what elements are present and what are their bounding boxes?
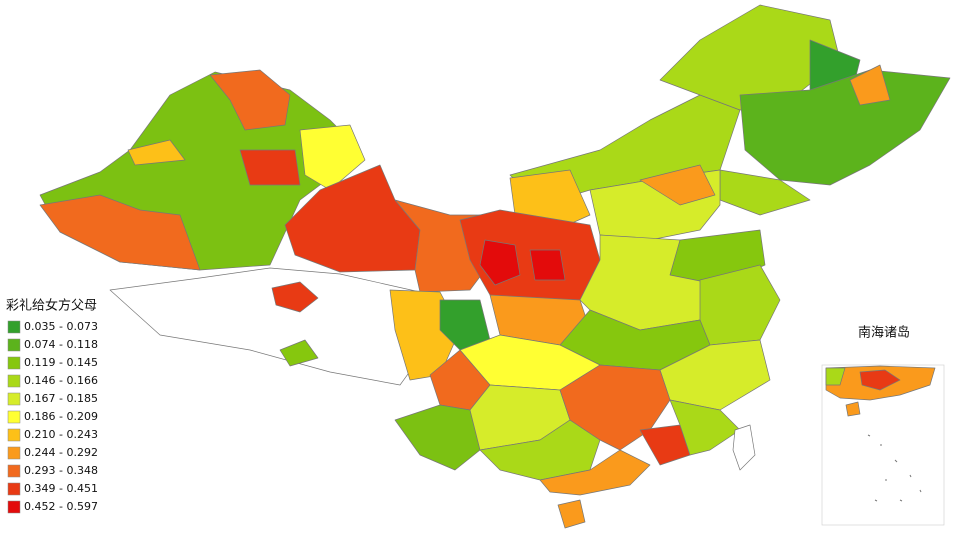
legend-swatch <box>7 500 21 514</box>
inset-map <box>821 364 945 526</box>
legend-title: 彩礼给女方父母 <box>6 298 97 314</box>
legend-label: 0.244 - 0.292 <box>24 446 98 459</box>
legend-label: 0.349 - 0.451 <box>24 482 98 495</box>
legend-label: 0.146 - 0.166 <box>24 374 98 387</box>
legend-label: 0.119 - 0.145 <box>24 356 98 369</box>
region <box>849 64 891 106</box>
region <box>739 69 951 186</box>
region <box>669 399 741 456</box>
region <box>539 449 651 496</box>
legend-label: 0.293 - 0.348 <box>24 464 98 477</box>
inset-frame <box>821 364 945 526</box>
legend-label: 0.186 - 0.209 <box>24 410 98 423</box>
legend-swatch <box>7 338 21 352</box>
map-regions <box>39 4 951 529</box>
region <box>639 164 716 206</box>
legend-swatch <box>7 464 21 478</box>
legend-swatch <box>7 428 21 442</box>
region <box>239 149 301 186</box>
region <box>394 404 481 471</box>
region <box>529 249 566 281</box>
legend-swatch <box>7 374 21 388</box>
legend-label: 0.035 - 0.073 <box>24 320 98 333</box>
region <box>271 281 319 313</box>
region <box>479 419 601 481</box>
region <box>557 499 586 529</box>
region <box>209 69 291 131</box>
region <box>699 264 781 346</box>
legend-swatch <box>7 356 21 370</box>
islands <box>867 434 922 502</box>
region-no-data <box>109 267 441 386</box>
inset-label: 南海诸岛 <box>858 325 910 341</box>
region <box>732 424 756 471</box>
legend-swatch <box>7 410 21 424</box>
legend: 彩礼给女方父母 0.035 - 0.073 0.074 - 0.118 0.119 … <box>6 298 98 514</box>
legend-swatch <box>7 482 21 496</box>
legend-swatch <box>7 446 21 460</box>
region <box>479 239 521 286</box>
region <box>39 194 201 271</box>
legend-label: 0.074 - 0.118 <box>24 338 98 351</box>
region <box>279 339 319 367</box>
region <box>127 139 186 166</box>
legend-label: 0.210 - 0.243 <box>24 428 98 441</box>
legend-label: 0.167 - 0.185 <box>24 392 98 405</box>
region <box>825 367 846 386</box>
legend-swatch <box>7 392 21 406</box>
legend-swatch <box>7 320 21 334</box>
region <box>299 124 366 191</box>
region <box>859 369 901 391</box>
legend-label: 0.452 - 0.597 <box>24 500 98 513</box>
region <box>845 401 861 417</box>
